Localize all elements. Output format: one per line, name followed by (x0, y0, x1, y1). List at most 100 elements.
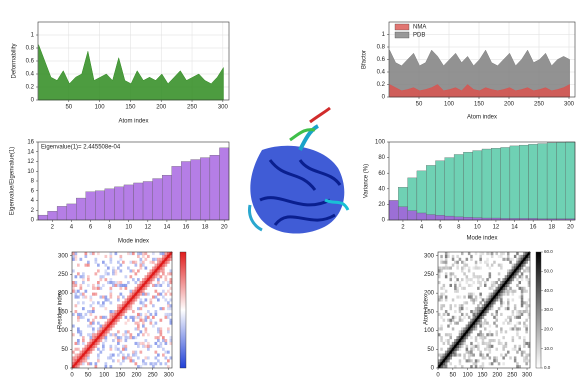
cell (470, 348, 473, 351)
cell (110, 301, 113, 304)
cell (85, 252, 88, 255)
cell (521, 298, 524, 301)
cell (456, 278, 459, 281)
cell (167, 359, 170, 362)
cell (77, 313, 80, 316)
cell (130, 356, 133, 359)
cell (140, 281, 143, 284)
cell (521, 351, 524, 354)
cell (459, 359, 462, 362)
cell (523, 351, 526, 354)
cell (447, 313, 450, 316)
cell (450, 275, 453, 278)
cell (85, 313, 88, 316)
cell (72, 290, 75, 293)
cell (115, 269, 118, 272)
cell (110, 252, 113, 255)
colorbar-label: 20.0 (544, 327, 553, 332)
cell (107, 298, 110, 301)
bar (510, 146, 519, 220)
cell (456, 261, 459, 264)
cell (162, 252, 165, 255)
cell (112, 272, 115, 275)
cell (519, 269, 522, 272)
cell (438, 267, 441, 270)
cell (454, 304, 457, 307)
x-tick-label: 10 (125, 225, 132, 231)
cell (140, 342, 143, 345)
cell (461, 252, 464, 255)
cell (77, 319, 80, 322)
cell (135, 287, 138, 290)
cell (466, 301, 469, 304)
cell (157, 258, 160, 261)
cell (475, 359, 478, 362)
cell (486, 264, 489, 267)
cell (496, 310, 499, 313)
cell (152, 284, 155, 287)
cell (468, 359, 471, 362)
x-tick-label: 0 (70, 373, 74, 378)
bar (556, 142, 565, 220)
cell (512, 264, 514, 267)
cell (496, 313, 499, 316)
cell (115, 322, 118, 325)
cell (97, 348, 100, 351)
cell (482, 298, 485, 301)
cell (489, 342, 492, 345)
cell (454, 281, 457, 284)
y-tick-label: 0.2 (377, 82, 386, 88)
cell (493, 316, 496, 319)
cell (107, 267, 110, 270)
cell (80, 316, 83, 319)
colorbar-label: 40.0 (544, 288, 553, 293)
cell (484, 322, 487, 325)
cell (468, 267, 471, 270)
cell (525, 325, 528, 328)
cell (125, 287, 128, 290)
cell (459, 362, 462, 365)
bar (134, 183, 144, 220)
cell (150, 281, 153, 284)
x-tick-label: 300 (522, 373, 533, 378)
y-tick-label: 0.4 (26, 72, 35, 78)
cell (456, 264, 459, 267)
cell (125, 333, 128, 336)
cell (479, 325, 482, 328)
cell (466, 307, 469, 310)
cell (459, 310, 462, 313)
cell (491, 293, 494, 296)
cell (468, 252, 471, 255)
cell (491, 287, 494, 290)
cell (477, 359, 480, 362)
cell (475, 310, 478, 313)
cell (523, 301, 526, 304)
cell (519, 327, 522, 330)
bar (181, 162, 191, 221)
cell (473, 267, 476, 270)
cell (479, 281, 482, 284)
x-tick-label: 100 (463, 373, 474, 378)
cell (496, 325, 499, 328)
cell (445, 261, 448, 264)
cell (130, 275, 133, 278)
cell (459, 333, 462, 336)
cell (507, 351, 510, 354)
cell (157, 275, 160, 278)
cell (491, 313, 494, 316)
cell (468, 269, 471, 272)
cell (525, 354, 528, 357)
cell (461, 267, 464, 270)
cell (140, 298, 143, 301)
cell (145, 252, 148, 255)
cell (491, 304, 494, 307)
cell (150, 298, 153, 301)
cell (461, 319, 464, 322)
cell (82, 275, 85, 278)
cell (470, 255, 473, 258)
cell (115, 336, 118, 339)
cell (440, 307, 443, 310)
cell (80, 287, 83, 290)
cell (516, 322, 519, 325)
cell (102, 316, 105, 319)
